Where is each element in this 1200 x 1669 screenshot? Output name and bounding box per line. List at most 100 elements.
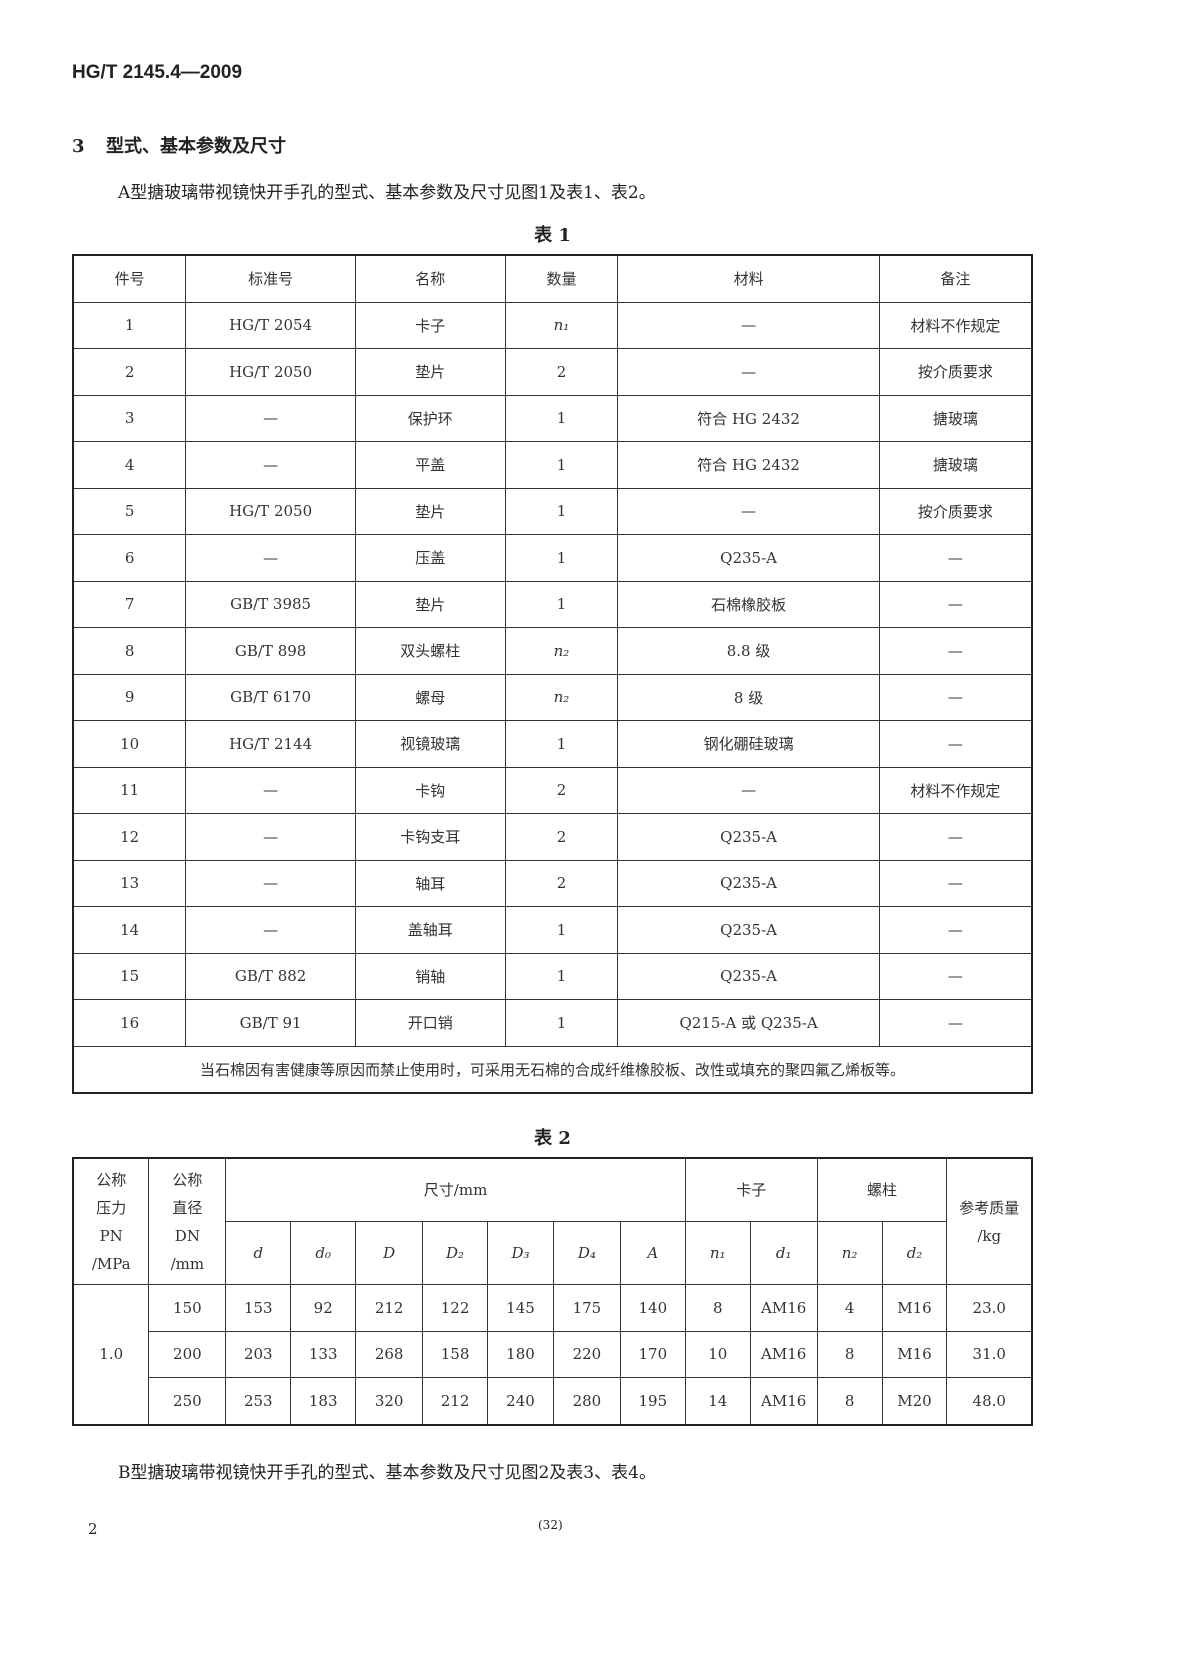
table-cell: HG/T 2050	[185, 348, 356, 396]
table-cell: 1	[504, 441, 619, 489]
table-cell: —	[185, 394, 356, 442]
table-cell: 按介质要求	[878, 348, 1033, 396]
table-cell: —	[878, 580, 1033, 628]
table-cell: 4	[72, 441, 187, 489]
table-row: 1.0 150 153 92 212 122 145 175 140 8 AM16 4 M16 23.0	[72, 1284, 1033, 1425]
table-cell: 卡钩	[354, 766, 506, 814]
table-cell: 开口销	[354, 999, 506, 1047]
header-clamp: 卡子	[684, 1157, 818, 1222]
table-cell: 175	[552, 1284, 621, 1332]
table-cell: 2	[504, 348, 619, 396]
table-cell: 压盖	[354, 534, 506, 582]
sub-header: D	[355, 1221, 424, 1285]
table-cell: —	[617, 766, 880, 814]
sub-header: n₁	[684, 1221, 751, 1285]
table-cell: —	[878, 673, 1033, 721]
table-cell: —	[878, 952, 1033, 1000]
table-row: 12— 卡钩支耳 2 Q235-A —	[72, 813, 1033, 861]
table-cell: 133	[290, 1330, 357, 1378]
table-cell: 203	[225, 1330, 292, 1378]
table-cell: 8	[72, 627, 187, 675]
table-cell: 钢化硼硅玻璃	[617, 720, 880, 768]
table-row: 200 203 133 268 158 180 220 170 10 AM16 8 M16 31.0	[73, 1330, 1033, 1378]
table-cell: —	[878, 534, 1033, 582]
table-cell: —	[185, 859, 356, 907]
table-row: 13— 轴耳 2 Q235-A —	[72, 859, 1033, 907]
table-cell: 122	[422, 1284, 489, 1332]
table-row: 2 HG/T 2050 垫片 2— 按介质要求	[72, 348, 1033, 396]
table-cell: 145	[487, 1284, 554, 1332]
table-cell: 轴耳	[354, 859, 506, 907]
table-cell: 1	[504, 906, 619, 954]
table-cell: 14	[684, 1377, 751, 1425]
table-cell: 搪玻璃	[878, 441, 1033, 489]
table-cell: 16	[72, 999, 187, 1047]
column-header: 标准号	[185, 254, 356, 303]
table-cell: 268	[355, 1330, 424, 1378]
table-cell: 盖轴耳	[354, 906, 506, 954]
table-cell: HG/T 2144	[185, 720, 356, 768]
table-cell: 240	[487, 1377, 554, 1425]
table-cell: 垫片	[354, 348, 506, 396]
table-cell: 200	[148, 1330, 227, 1378]
column-header: 备注	[878, 254, 1033, 303]
table-cell: 48.0	[946, 1377, 1033, 1425]
table-cell: 7	[72, 580, 187, 628]
table-cell: 双头螺柱	[354, 627, 506, 675]
table-row: 6— 压盖 1 Q235-A —	[72, 534, 1033, 582]
table-cell: 15	[72, 952, 187, 1000]
sub-header: D₃	[487, 1221, 554, 1285]
table-cell: 8.8 级	[617, 627, 880, 675]
table-cell: —	[617, 301, 880, 349]
table-cell: 垫片	[354, 580, 506, 628]
table-cell: 8	[816, 1330, 883, 1378]
table-row: 15 GB/T 882 销轴 1 Q235-A —	[72, 952, 1033, 1000]
table-cell: —	[878, 999, 1033, 1047]
table-cell: —	[617, 348, 880, 396]
table-cell: 按介质要求	[878, 487, 1033, 535]
table-cell: 销轴	[354, 952, 506, 1000]
table-cell: 13	[72, 859, 187, 907]
table-cell: 符合 HG 2432	[617, 441, 880, 489]
nominal-pressure-cell: 1.0	[72, 1284, 150, 1425]
table-cell: 卡钩支耳	[354, 813, 506, 861]
table-cell: 8	[684, 1284, 751, 1332]
table-note: 当石棉因有害健康等原因而禁止使用时，可采用无石棉的合成纤维橡胶板、改性或填充的聚…	[72, 1045, 1033, 1094]
table-cell: 螺母	[354, 673, 506, 721]
table-cell: Q235-A	[617, 534, 880, 582]
table-cell: 195	[619, 1377, 686, 1425]
header-nominal-diameter: 公称 直径 DN /mm	[148, 1157, 227, 1285]
table-row: 1 HG/T 2054 卡子 n₁ — 材料不作规定	[72, 301, 1033, 349]
table-cell: 保护环	[354, 394, 506, 442]
table-cell: 14	[72, 906, 187, 954]
table-row: 10 HG/T 2144 视镜玻璃 1 钢化硼硅玻璃 —	[72, 720, 1033, 768]
table-cell: 10	[684, 1330, 751, 1378]
table-cell: 140	[619, 1284, 686, 1332]
table-cell: 2	[72, 348, 187, 396]
table-cell: HG/T 2050	[185, 487, 356, 535]
table-cell: AM16	[749, 1377, 818, 1425]
table-cell: 2	[504, 766, 619, 814]
table-cell: —	[878, 859, 1033, 907]
table-cell: 320	[355, 1377, 424, 1425]
sub-header: D₄	[552, 1221, 621, 1285]
table-row: 7 GB/T 3985 垫片 1 石棉橡胶板 —	[72, 580, 1033, 628]
section-title: 型式、基本参数及尺寸	[106, 136, 286, 157]
table-cell: —	[185, 441, 356, 489]
table-cell: n₂	[504, 627, 619, 675]
table-row: 8 GB/T 898 双头螺柱 n₂ 8.8 级 —	[72, 627, 1033, 675]
table-cell: 2	[504, 813, 619, 861]
table-cell: 253	[225, 1377, 292, 1425]
table-cell: 180	[487, 1330, 554, 1378]
standard-number: HG/T 2145.4—2009	[72, 62, 243, 83]
table-cell: 31.0	[946, 1330, 1033, 1378]
table-cell: —	[185, 906, 356, 954]
table-cell: 158	[422, 1330, 489, 1378]
table-cell: 材料不作规定	[878, 301, 1033, 349]
section-number: 3	[72, 136, 85, 157]
table-cell: 23.0	[946, 1284, 1033, 1332]
table-cell: HG/T 2054	[185, 301, 356, 349]
table-cell: 石棉橡胶板	[617, 580, 880, 628]
table-cell: 1	[504, 999, 619, 1047]
table-cell: M16	[881, 1330, 948, 1378]
